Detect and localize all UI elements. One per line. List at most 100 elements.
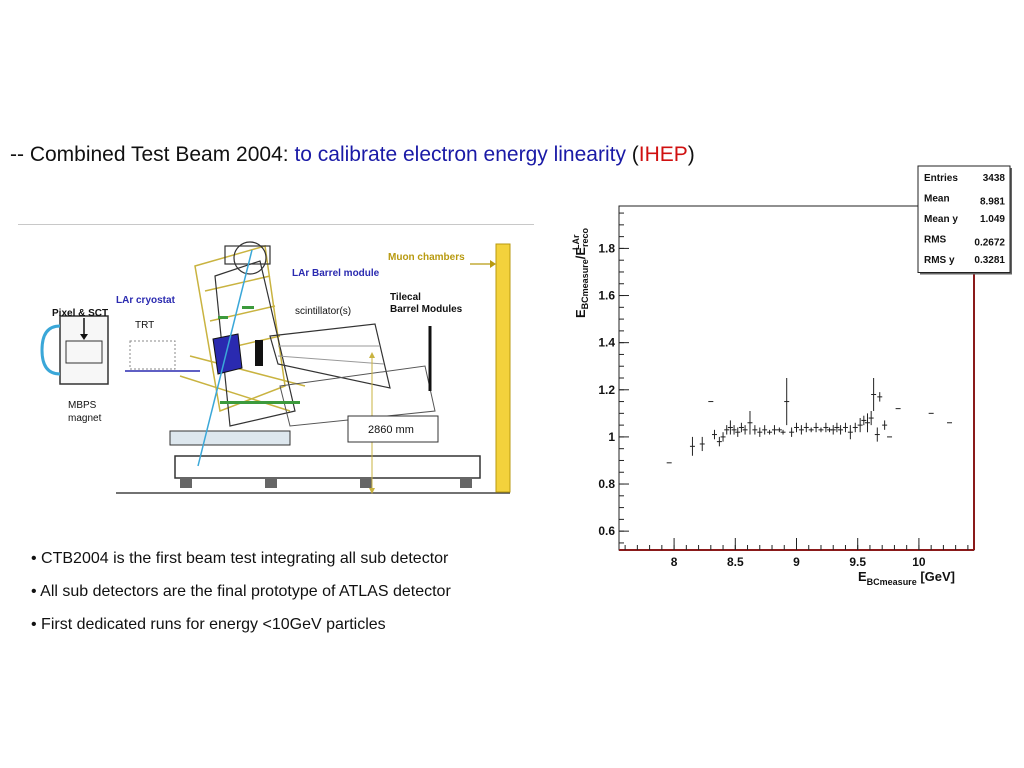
stats-box: Entries 3438 Mean 8.981 Mean y 1.049 RMS 0.2672… [917,165,1012,275]
beam-pipe-box [279,365,436,427]
title-paren-open: ( [625,143,639,166]
stats-label: Mean [924,194,950,205]
data-point [847,425,853,440]
data-point [834,422,840,433]
magnet-window [65,340,103,364]
data-point [803,422,809,433]
y-tick-label: 1.6 [598,289,615,303]
slide-title: -- Combined Test Beam 2004: to calibrate… [10,143,695,167]
data-point [868,410,874,426]
bullet-item: • First dedicated runs for energy <10GeV… [31,616,386,633]
data-point [830,425,836,435]
support-frame [179,245,306,413]
y-tick-label: 1.4 [598,336,615,350]
beam-line [197,249,253,467]
data-point [689,436,695,456]
title-paren-close: ) [687,143,695,166]
data-point [727,420,733,435]
stats-label: RMS [924,235,947,246]
x-tick-label: 8 [671,555,678,569]
title-prefix: -- Combined Test Beam 2004: [10,143,295,166]
bullet-item: • CTB2004 is the first beam test integra… [31,550,449,567]
y-tick-label: 0.6 [598,524,615,538]
data-point [842,422,848,433]
label-barrel-modules: Barrel Modules [390,304,463,315]
data-point [857,418,863,433]
data-point [720,432,726,442]
pixel-arrow-head [80,334,88,340]
title-ihep: IHEP [638,143,688,166]
label-pixel-sct: Pixel & SCT [52,308,108,319]
data-point [767,429,773,435]
tilecal-line [277,355,385,365]
data-point [882,420,888,430]
table-foot [265,478,277,488]
label-magnet: magnet [68,413,102,424]
data-point [735,427,741,437]
linearity-chart: 8 8.5 9 9.5 10 0.6 0.8 1 1.2 1.4 1.6 1.8 EBCmeasure… [571,165,1012,587]
stats-value: 8.981 [980,197,1005,208]
muon-arrow-head [490,260,496,268]
data-point [874,427,880,442]
x-tick-label: 9.5 [849,555,866,569]
stats-label: Entries [924,173,958,184]
data-point [818,427,824,433]
data-point [762,425,768,435]
label-scintillator: scintillator(s) [295,306,351,317]
y-tick-label: 0.8 [598,477,615,491]
muon-chamber [495,243,511,493]
distance-arrow [369,352,375,358]
data-point [838,425,844,435]
title-blue-text: to calibrate electron energy linearity [294,143,626,166]
data-point [865,413,870,433]
magnet-coil [40,324,61,376]
data-point [784,378,790,426]
data-point [871,378,877,411]
title-divider [18,224,534,225]
x-tick-label: 8.5 [727,555,744,569]
data-point [808,427,814,433]
data-point [716,436,722,447]
data-point [724,425,730,435]
scintillator-block [255,340,263,366]
table-foot [460,478,472,488]
data-point [757,427,763,437]
data-point [789,427,795,437]
data-point [752,425,758,435]
x-tick-label: 9 [793,555,800,569]
stats-label: RMS y [924,255,955,266]
stats-value: 1.049 [980,214,1005,225]
table-foot [360,478,372,488]
stats-label: Mean y [924,214,958,225]
green-marker [220,401,300,404]
stats-value: 0.3281 [974,255,1005,266]
table-foot [180,478,192,488]
data-point [877,392,883,402]
stats-panel [917,165,1011,273]
label-muon-chambers: Muon chambers [388,252,465,263]
label-trt: TRT [135,320,154,331]
trt-sketch [129,340,176,370]
x-axis-label: EBCmeasure [GeV] [858,569,955,587]
bullet-list: • CTB2004 is the first beam test integra… [31,549,451,648]
y-tick-label: 1.2 [598,383,615,397]
data-point [776,427,782,433]
support-table [174,455,481,479]
data-point [738,422,744,433]
rotating-platform [169,430,291,446]
label-lar-barrel: LAr Barrel module [292,268,380,279]
data-point [699,436,705,452]
distance-arrow [369,488,375,494]
green-marker [218,316,228,319]
lar-barrel-block [212,333,243,375]
y-tick-label: 1 [608,430,615,444]
stats-value: 3438 [983,173,1006,184]
y-tick-label: 1.8 [598,241,615,255]
data-point [711,429,717,440]
data-point [742,425,748,435]
data-point [780,429,786,435]
data-points [666,378,953,464]
stats-value: 0.2672 [974,238,1005,249]
data-point [861,415,867,426]
bullet-item: • All sub detectors are the final protot… [31,583,451,600]
